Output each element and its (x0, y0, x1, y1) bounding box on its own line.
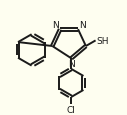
Text: N: N (69, 60, 75, 69)
Text: N: N (79, 20, 86, 29)
Text: N: N (52, 20, 59, 29)
Text: SH: SH (96, 37, 109, 46)
Text: Cl: Cl (67, 105, 76, 114)
